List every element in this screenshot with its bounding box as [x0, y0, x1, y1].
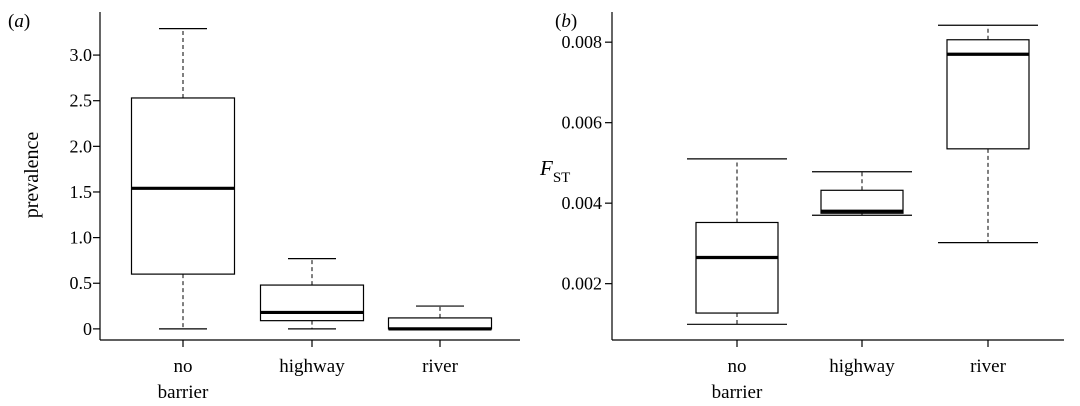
box-highway — [259, 257, 365, 330]
panel-a-boxplot: (a) prevalence 0 0.5 1.0 1.5 2.0 2.5 3.0 no bar… — [8, 11, 520, 403]
iqr-box — [695, 221, 779, 314]
iqr-box — [259, 284, 365, 322]
box-no-barrier — [687, 158, 787, 325]
panel-b-y-axis-label: FST — [539, 156, 570, 186]
iqr-box — [387, 317, 493, 330]
y-tick-label: 0.008 — [562, 32, 603, 52]
panel-b-y-ticks: 0.002 0.004 0.006 0.008 — [562, 32, 612, 294]
y-tick-label: 0.5 — [70, 273, 93, 293]
panel-b-boxes — [687, 24, 1038, 325]
y-tick-label: 2.5 — [70, 91, 93, 111]
y-tick-label: 3.0 — [70, 45, 93, 65]
iqr-box — [946, 39, 1030, 150]
panel-a-y-ticks: 0 0.5 1.0 1.5 2.0 2.5 3.0 — [70, 45, 100, 339]
y-tick-label: 1.0 — [70, 228, 93, 248]
x-tick-label: highway — [829, 356, 895, 377]
box-highway — [812, 171, 912, 216]
panel-b-axes — [611, 12, 1064, 341]
panel-b-boxplot: (b) FST 0.002 0.004 0.006 0.008 no barrier hi… — [539, 11, 1064, 403]
panel-b-label: (b) — [555, 11, 577, 32]
x-tick-label: river — [970, 356, 1007, 377]
x-tick-label: no barrier — [158, 356, 209, 403]
y-tick-label: 0 — [83, 319, 92, 339]
x-tick-label: no barrier — [712, 356, 763, 403]
y-tick-label: 0.006 — [562, 113, 603, 133]
panel-a-x-labels: no barrier highway river — [158, 340, 459, 403]
box-no-barrier — [130, 28, 236, 330]
y-tick-label: 0.004 — [562, 193, 603, 213]
y-tick-label: 0.002 — [562, 274, 603, 294]
iqr-box — [820, 189, 904, 214]
panel-a-boxes — [130, 28, 493, 331]
panel-a-y-axis-label: prevalence — [21, 132, 43, 219]
x-tick-label: river — [422, 356, 459, 377]
panel-a-label: (a) — [8, 11, 30, 32]
iqr-box — [130, 97, 236, 275]
panel-a-axes — [99, 12, 520, 341]
y-tick-label: 1.5 — [70, 182, 93, 202]
x-tick-label: highway — [279, 356, 345, 377]
box-river — [387, 305, 493, 331]
y-tick-label: 2.0 — [70, 136, 93, 156]
panel-b-x-labels: no barrier highway river — [712, 340, 1007, 403]
box-river — [938, 24, 1038, 244]
